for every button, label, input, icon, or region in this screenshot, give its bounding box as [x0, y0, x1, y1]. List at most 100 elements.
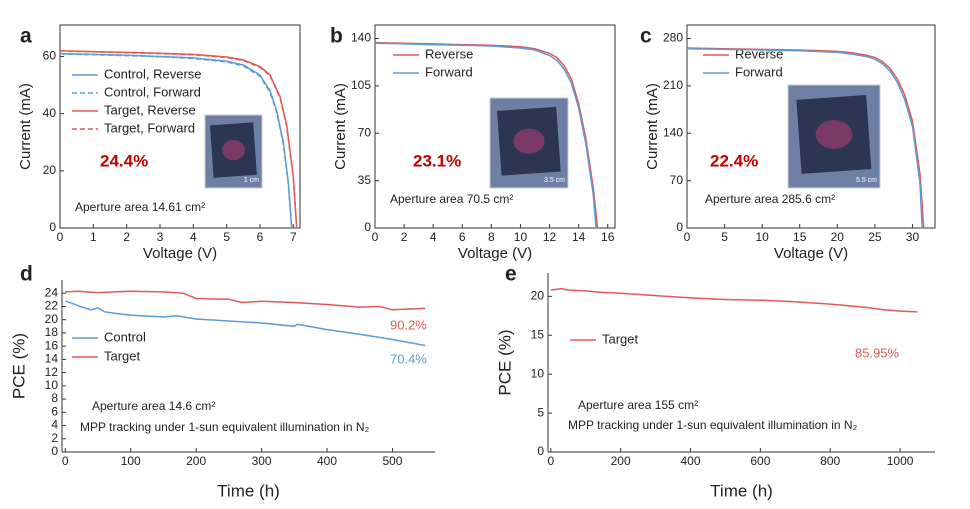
- y-tick-label: 10: [45, 378, 59, 392]
- x-tick-label: 30: [906, 230, 920, 244]
- legend-label: Reverse: [735, 46, 783, 61]
- legend-label: Control, Forward: [104, 84, 201, 99]
- x-axis-label: Voltage (V): [458, 245, 532, 262]
- y-tick-label: 210: [663, 78, 683, 92]
- x-tick-label: 5: [721, 230, 728, 244]
- data-line: [65, 300, 426, 347]
- inset-pattern: [815, 120, 853, 149]
- x-tick-label: 2: [123, 230, 130, 244]
- y-tick-label: 16: [45, 338, 59, 352]
- x-tick-label: 2: [401, 230, 408, 244]
- x-axis-label: Voltage (V): [774, 245, 848, 262]
- y-tick-label: 0: [676, 220, 683, 234]
- y-tick-label: 10: [531, 366, 545, 380]
- x-tick-label: 100: [121, 454, 141, 468]
- y-tick-label: 0: [49, 220, 56, 234]
- y-tick-label: 0: [364, 220, 371, 234]
- data-line: [374, 42, 597, 229]
- y-tick-label: 105: [351, 78, 371, 92]
- x-tick-label: 4: [190, 230, 197, 244]
- x-axis-label: Time (h): [217, 481, 280, 500]
- y-tick-label: 20: [43, 163, 57, 177]
- y-axis-label: Current (mA): [644, 83, 661, 170]
- x-tick-label: 0: [57, 230, 64, 244]
- x-tick-label: 25: [868, 230, 882, 244]
- y-axis-label: Current (mA): [17, 83, 34, 170]
- y-axis-label: PCE (%): [495, 329, 514, 395]
- panel-label: a: [20, 25, 32, 48]
- y-tick-label: 60: [43, 49, 57, 63]
- y-tick-label: 12: [45, 365, 59, 379]
- y-tick-label: 6: [51, 404, 58, 418]
- y-tick-label: 40: [43, 106, 57, 120]
- x-tick-label: 14: [572, 230, 586, 244]
- annotation: Aperture area 155 cm²: [578, 398, 698, 412]
- x-tick-label: 1: [90, 230, 97, 244]
- y-tick-label: 20: [531, 289, 545, 303]
- y-tick-label: 22: [45, 299, 59, 313]
- y-tick-label: 35: [358, 173, 372, 187]
- x-tick-label: 12: [543, 230, 557, 244]
- panel-label: e: [505, 263, 517, 286]
- data-line: [59, 53, 293, 229]
- x-tick-label: 200: [186, 454, 206, 468]
- annotation: Aperture area 14.61 cm²: [75, 200, 205, 214]
- y-tick-label: 5: [537, 405, 544, 419]
- annotation: 22.4%: [710, 151, 758, 170]
- x-tick-label: 800: [820, 454, 840, 468]
- annotation: 90.2%: [390, 317, 427, 332]
- annotation: Aperture area 285.6 cm²: [705, 192, 835, 206]
- data-line: [550, 287, 918, 313]
- legend-label: Forward: [735, 64, 783, 79]
- data-line: [65, 290, 426, 311]
- x-tick-label: 20: [831, 230, 845, 244]
- annotation: 24.4%: [100, 151, 148, 170]
- x-axis-label: Voltage (V): [143, 245, 217, 262]
- legend-label: Target: [104, 348, 141, 363]
- x-tick-label: 0: [62, 454, 69, 468]
- panel: 0 5 10 15 20 25 30 0 70 140 210 280 Voltage (V) Curre…: [640, 24, 936, 262]
- annotation: Aperture area 14.6 cm²: [92, 399, 215, 413]
- inset-pattern: [513, 128, 545, 154]
- x-axis-label: Time (h): [710, 481, 773, 500]
- legend-label: Forward: [425, 64, 473, 79]
- x-tick-label: 5: [223, 230, 230, 244]
- x-tick-label: 7: [290, 230, 297, 244]
- y-tick-label: 20: [45, 312, 59, 326]
- legend-label: Target, Forward: [104, 120, 195, 135]
- annotation: Aperture area 70.5 cm²: [390, 192, 513, 206]
- y-tick-label: 140: [663, 125, 683, 139]
- legend-label: Control, Reverse: [104, 66, 202, 81]
- x-tick-label: 0: [547, 454, 554, 468]
- x-tick-label: 200: [611, 454, 631, 468]
- y-tick-label: 15: [531, 327, 545, 341]
- annotation: 23.1%: [413, 151, 461, 170]
- y-tick-label: 0: [537, 444, 544, 458]
- y-tick-label: 2: [51, 431, 58, 445]
- panel: 0 2 4 6 8 10 12 14 16 0 35 70 105 140 Voltage (V) Curre…: [330, 24, 616, 262]
- panel-label: c: [640, 25, 652, 48]
- x-tick-label: 6: [459, 230, 466, 244]
- x-tick-label: 0: [372, 230, 379, 244]
- x-tick-label: 10: [755, 230, 769, 244]
- legend-label: Target, Reverse: [104, 102, 196, 117]
- y-tick-label: 4: [51, 418, 58, 432]
- x-tick-label: 400: [680, 454, 700, 468]
- x-tick-label: 0: [684, 230, 691, 244]
- panel: 0 1 2 3 4 5 6 7 0 20 40 60 Voltage (V) Current (mA) a 1…: [17, 24, 301, 262]
- data-line: [59, 50, 298, 229]
- panel: 0 100 200 300 400 500024681012141618202224Tim…: [9, 263, 435, 500]
- inset-scale: 5.5 cm: [856, 177, 877, 184]
- annotation: MPP tracking under 1-sun equivalent illu…: [568, 418, 858, 432]
- annotation: MPP tracking under 1-sun equivalent illu…: [80, 420, 370, 434]
- x-tick-label: 8: [488, 230, 495, 244]
- y-tick-label: 18: [45, 325, 59, 339]
- x-tick-label: 15: [793, 230, 807, 244]
- y-tick-label: 140: [351, 31, 371, 45]
- x-tick-label: 3: [157, 230, 164, 244]
- x-tick-label: 300: [252, 454, 272, 468]
- x-tick-label: 6: [257, 230, 264, 244]
- x-tick-label: 16: [601, 230, 615, 244]
- panel-label: b: [330, 25, 343, 48]
- panel: 0 200 400 600 800 1000 0 5 10 15 20 Time (h) PCE (%)…: [495, 263, 935, 500]
